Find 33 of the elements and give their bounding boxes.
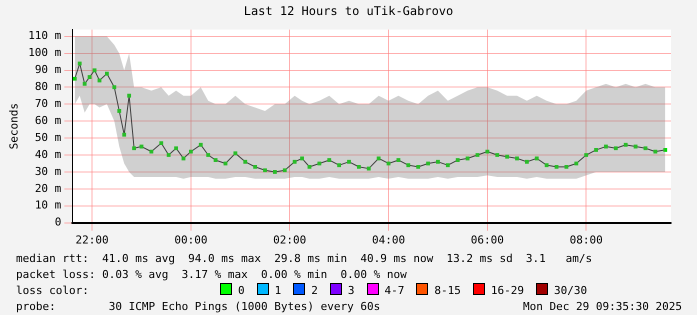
text: probe: 30 ICMP Echo Pings (1000 Bytes) every 60s [16,300,380,313]
x-tick-label: 02:00 [273,233,306,246]
y-tick-label: 20 m [34,182,62,195]
text: packet loss: 0.03 % avg 3.17 % max 0.00 % min 0.00 % now [16,268,407,281]
text: 4-7 [384,284,404,297]
y-tick-label: 50 m [34,130,62,144]
text: Mon Dec 29 09:35:30 2025 [523,299,682,315]
y-tick-label: 70 m [34,97,62,110]
text: 16-29 [490,284,524,297]
x-tick-label: 06:00 [470,233,504,246]
text: 1 [274,284,282,297]
y-tick-label: 10 m [34,198,62,212]
x-tick-label: 22:00 [76,233,109,246]
text: 30/30 [554,284,588,297]
y-tick-label: 100 m [28,46,62,60]
text: 2 [311,284,318,297]
y-tick-label: 110 m [28,29,62,42]
x-tick-label: 04:00 [372,233,406,246]
y-tick-label: 80 m [34,80,62,94]
y-tick-label: 0 [54,216,62,229]
x-tick-label: 08:00 [570,233,603,246]
text: median rtt: 41.0 ms avg 94.0 ms max 29.8 ms min 40.9 ms now 13.2 ms sd 3.1 am/s [16,252,592,265]
text: 0 [238,284,245,297]
y-tick-label: 40 m [34,148,62,161]
text: 3 [348,284,354,297]
text: 8-15 [434,284,461,297]
y-tick-label: 60 m [34,114,62,127]
y-axis-title: Seconds [7,103,20,150]
y-tick-label: 90 m [34,63,62,76]
chart-title: Last 12 Hours to uTik-Gabrovo [242,4,454,18]
x-tick-label: 00:00 [174,233,208,246]
y-tick-label: 30 m [34,164,62,178]
text: loss color: [16,283,90,299]
